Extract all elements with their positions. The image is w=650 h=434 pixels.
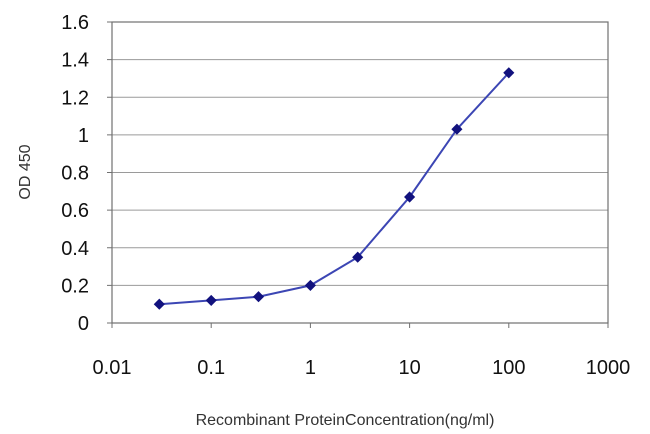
x-tick-label: 10 — [398, 357, 420, 379]
y-tick-label: 0.2 — [61, 275, 89, 297]
data-point — [252, 291, 265, 303]
x-axis-title: Recombinant ProteinConcentration(ng/ml) — [196, 412, 495, 429]
y-tick-label: 1.4 — [61, 50, 89, 72]
data-point — [153, 298, 165, 310]
plot-frame — [107, 21, 609, 328]
x-tick-label: 1000 — [586, 357, 631, 379]
y-tick-label: 1 — [78, 125, 89, 147]
y-tick-label: 0 — [78, 313, 89, 335]
series-layer — [153, 67, 515, 310]
data-point — [503, 67, 515, 79]
plot-border — [111, 21, 609, 324]
data-point — [352, 251, 364, 263]
y-tick-label: 1.2 — [61, 87, 89, 109]
y-tick-label: 0.6 — [61, 200, 89, 222]
x-tick-label: 1 — [305, 357, 316, 379]
series-line-0 — [159, 72, 510, 306]
x-tick-label: 100 — [492, 357, 525, 379]
y-axis-title: OD 450 — [17, 144, 34, 199]
data-point — [304, 279, 316, 291]
tick-labels: 0 0.2 0.4 0.6 0.8 1 1.2 1.4 1.6 0.01 0.1 1 10 100 1000 — [61, 12, 630, 379]
x-tick-label: 0.01 — [93, 357, 132, 379]
y-tick-label: 1.6 — [61, 12, 89, 34]
data-point — [404, 191, 416, 203]
data-point — [205, 294, 217, 306]
y-tick-label: 0.4 — [61, 238, 89, 260]
x-tick-label: 0.1 — [197, 357, 225, 379]
data-point — [451, 123, 463, 135]
y-tick-label: 0.8 — [61, 163, 89, 185]
grid-lines — [112, 59, 608, 286]
